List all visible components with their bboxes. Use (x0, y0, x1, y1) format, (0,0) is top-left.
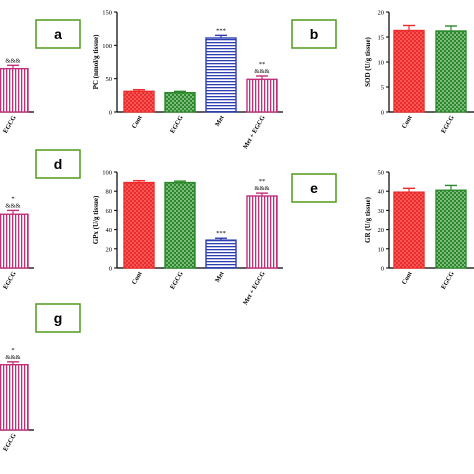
y-tick-label: 20 (378, 10, 385, 17)
y-axis-label: GPx (U/g tissue) (92, 195, 100, 244)
significance-label: &&& (254, 68, 269, 75)
panel-label: e (310, 180, 318, 196)
x-tick-label: Met + EGCG (242, 271, 267, 307)
y-tick-label: 20 (378, 227, 385, 234)
x-tick-label: Cont (131, 270, 144, 286)
chart-panel-c: 0 5 10 15 20 SOD (U/g tissue) Cont EGCG (364, 10, 474, 135)
y-tick-label: 10 (378, 60, 385, 67)
y-tick-label: 100 (102, 170, 112, 177)
x-tick-label: Met (214, 270, 226, 284)
y-axis-label: SOD (U/g tissue) (364, 36, 372, 86)
panel-label-box (291, 173, 337, 203)
x-tick-label: Cont (401, 270, 414, 286)
bar-f-0 (393, 191, 425, 269)
x-tick-label: EGCG (2, 115, 18, 135)
bar-b-3 (246, 78, 278, 113)
y-axis-label: GR (U/g tissue) (364, 196, 372, 243)
y-tick-label: 150 (102, 10, 112, 17)
panel-label-box (35, 19, 81, 49)
bar-g-0 (0, 364, 29, 431)
y-tick-label: 0 (381, 266, 384, 273)
x-tick-label: EGCG (169, 271, 185, 291)
bar-b-0 (123, 90, 155, 113)
y-tick-label: 5 (381, 85, 384, 92)
panel-label: d (54, 156, 63, 172)
chart-panel-f: 0 10 20 30 40 50 GR (U/g tissue) Cont EGCG (364, 170, 474, 291)
significance-label: &&& (5, 202, 20, 209)
y-tick-label: 50 (106, 76, 113, 83)
y-tick-label: 50 (378, 170, 385, 177)
y-tick-label: 40 (378, 189, 385, 196)
significance-label: &&& (5, 57, 20, 64)
bar-e-0 (123, 181, 155, 269)
y-tick-label: 40 (106, 227, 113, 234)
y-tick-label: 80 (106, 189, 113, 196)
bar-e-2 (205, 239, 237, 269)
bar-e-1 (164, 181, 196, 269)
x-tick-label: EGCG (440, 271, 456, 291)
significance-label: ** (259, 61, 266, 68)
chart-panel-d: *&&& EGCG d (0, 149, 81, 291)
bar-b-1 (164, 91, 196, 113)
x-tick-label: EGCG (2, 271, 18, 291)
significance-label: *** (216, 230, 226, 237)
y-tick-label: 60 (106, 208, 113, 215)
bar-b-2 (205, 37, 237, 113)
significance-label: &&& (5, 354, 20, 361)
x-tick-label: Cont (401, 114, 414, 130)
x-tick-label: Cont (131, 114, 144, 130)
significance-label: *** (216, 27, 226, 34)
y-tick-label: 0 (109, 110, 112, 117)
bar-f-1 (435, 189, 467, 269)
bar-c-0 (393, 29, 425, 113)
panel-label-box (291, 19, 337, 49)
x-tick-label: Met (214, 114, 226, 128)
bar-a-0 (0, 67, 29, 113)
significance-label: &&& (254, 185, 269, 192)
x-tick-label: Met + EGCG (242, 115, 267, 151)
y-tick-label: 0 (381, 110, 384, 117)
y-tick-label: 10 (378, 246, 385, 253)
bar-d-0 (0, 213, 29, 269)
chart-panel-e: 0 20 40 60 80 100 GPx (U/g tissue) Cont EGCG *** M… (92, 170, 337, 307)
panel-label-box (35, 149, 81, 179)
y-axis-label: PC (nmol/g tissue) (92, 34, 100, 90)
bar-e-3 (246, 195, 278, 269)
significance-label: ** (259, 178, 266, 185)
panel-label: b (310, 26, 319, 42)
significance-label: * (11, 347, 14, 354)
chart-panel-g: *&&& EGCG g (0, 303, 81, 453)
significance-label: * (11, 195, 14, 202)
x-tick-label: EGCG (440, 115, 456, 135)
chart-panel-a: &&& EGCG a (0, 19, 81, 135)
panel-label: g (54, 310, 63, 326)
x-tick-label: EGCG (169, 115, 185, 135)
panel-label-box (35, 303, 81, 333)
bar-c-1 (435, 30, 467, 113)
panel-label: a (54, 26, 62, 42)
x-tick-label: EGCG (2, 433, 18, 453)
y-tick-label: 30 (378, 208, 385, 215)
y-tick-label: 15 (378, 35, 385, 42)
y-tick-label: 20 (106, 246, 113, 253)
y-tick-label: 0 (109, 266, 112, 273)
y-tick-label: 100 (102, 43, 112, 50)
chart-panel-b: 0 50 100 150 PC (nmol/g tissue) Cont EGCG *** Me… (92, 10, 337, 151)
